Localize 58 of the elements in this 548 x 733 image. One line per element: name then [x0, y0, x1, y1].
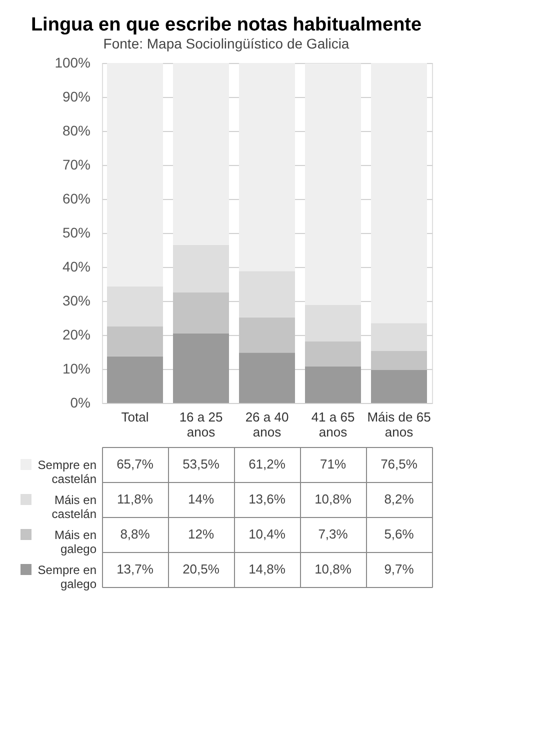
y-tick-label: 90% — [62, 88, 90, 104]
data-label: 71% — [320, 456, 346, 472]
data-label: 53,5% — [182, 456, 220, 472]
y-tick-label: 0% — [70, 394, 90, 410]
bar — [173, 63, 229, 245]
bar — [107, 356, 163, 403]
y-tick-label: 20% — [62, 326, 90, 342]
data-label: 10,8% — [314, 492, 352, 506]
bar — [173, 244, 229, 292]
data-label: 14% — [188, 492, 214, 506]
legend-label: Máis en galego — [54, 528, 97, 556]
bar — [305, 341, 361, 366]
legend-label: Máis en castelán — [52, 493, 96, 521]
data-label: 61,2% — [248, 456, 286, 472]
data-label: 65,7% — [116, 456, 154, 472]
data-label: 8,2% — [384, 492, 414, 506]
bar — [239, 63, 295, 272]
bar — [107, 286, 163, 326]
data-label: 5,6% — [384, 526, 414, 542]
x-tick-label: Máis de 65 anos — [367, 410, 431, 440]
bar — [371, 323, 427, 351]
x-tick-label: 41 a 65 anos — [311, 410, 355, 440]
chart-title: Lingua en que escribe notas habitualmente — [30, 14, 422, 36]
y-tick-label: 40% — [62, 258, 90, 274]
legend-label: Sempre en castelán — [38, 458, 96, 486]
data-label: 9,7% — [384, 562, 414, 576]
bar — [371, 63, 427, 324]
y-tick-label: 30% — [62, 292, 90, 308]
y-tick-label: 100% — [54, 54, 90, 70]
x-tick-label: 16 a 25 anos — [179, 410, 223, 440]
y-tick-label: 80% — [62, 122, 90, 138]
data-label: 8,8% — [120, 526, 150, 542]
bar — [239, 271, 295, 318]
y-tick-label: 60% — [62, 190, 90, 206]
y-tick-label: 50% — [62, 224, 90, 240]
data-label: 12% — [188, 526, 214, 542]
bar — [371, 370, 427, 403]
y-tick-label: 10% — [62, 360, 90, 376]
chart-subtitle: Fonte: Mapa Sociolingüístico de Galicia — [103, 36, 350, 52]
data-label: 11,8% — [117, 492, 154, 506]
x-tick-label: Total — [121, 410, 149, 424]
bar — [239, 352, 295, 403]
data-label: 14,8% — [248, 562, 286, 576]
bar — [107, 63, 163, 286]
bar — [305, 304, 361, 342]
data-label: 13,7% — [116, 562, 154, 576]
data-label: 20,5% — [182, 562, 220, 576]
data-label: 10,4% — [248, 526, 286, 542]
data-label: 10,8% — [314, 562, 352, 576]
data-label: 13,6% — [248, 492, 286, 506]
legend-label: Sempre en galego — [38, 563, 97, 591]
x-tick-label: 26 a 40 anos — [245, 410, 289, 440]
data-label: 76,5% — [380, 456, 418, 472]
bar — [173, 333, 229, 403]
bar — [305, 63, 361, 305]
data-label: 7,3% — [318, 526, 348, 542]
bar — [305, 366, 361, 403]
y-tick-label: 70% — [62, 156, 90, 172]
